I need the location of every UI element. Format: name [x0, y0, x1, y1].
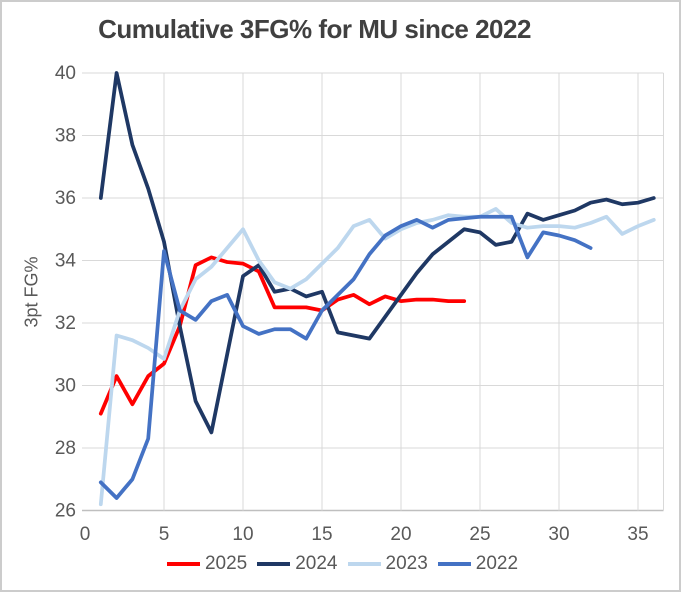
x-tick-15: 15 — [311, 524, 332, 545]
legend-item-2025[interactable]: 2025 — [166, 553, 248, 574]
legend-swatch-2022 — [437, 561, 471, 566]
legend: 2025 2024 2023 2022 — [2, 553, 679, 574]
legend-item-2022[interactable]: 2022 — [437, 553, 519, 574]
chart-title: Cumulative 3FG% for MU since 2022 — [98, 14, 531, 44]
x-tick-25: 25 — [469, 524, 490, 545]
legend-label: 2025 — [204, 553, 248, 574]
y-tick-40: 40 — [55, 63, 76, 84]
legend-swatch-2025 — [166, 561, 200, 566]
legend-swatch-2023 — [347, 561, 381, 566]
y-tick-28: 28 — [55, 438, 76, 459]
y-tick-38: 38 — [55, 126, 76, 147]
legend-item-2024[interactable]: 2024 — [257, 553, 338, 574]
y-tick-32: 32 — [55, 313, 76, 334]
x-tick-0: 0 — [80, 524, 91, 545]
series-line-2024 — [98, 71, 656, 435]
y-axis-title: 3pt FG% — [21, 256, 42, 328]
series-line-2023 — [98, 207, 656, 507]
legend-label: 2023 — [385, 553, 428, 574]
legend-item-2023[interactable]: 2023 — [347, 553, 428, 574]
x-tick-35: 35 — [627, 524, 648, 545]
y-tick-26: 26 — [55, 501, 76, 522]
series-line-2022 — [98, 214, 593, 500]
legend-swatch-2024 — [257, 561, 291, 566]
x-tick-10: 10 — [232, 524, 253, 545]
y-tick-36: 36 — [55, 188, 76, 209]
x-tick-20: 20 — [390, 524, 411, 545]
legend-label: 2022 — [475, 553, 519, 574]
y-tick-34: 34 — [55, 251, 77, 272]
x-tick-30: 30 — [548, 524, 569, 545]
legend-label: 2024 — [295, 553, 338, 574]
x-tick-5: 5 — [159, 524, 170, 545]
series-line-2025 — [98, 255, 467, 416]
y-tick-30: 30 — [55, 376, 76, 397]
